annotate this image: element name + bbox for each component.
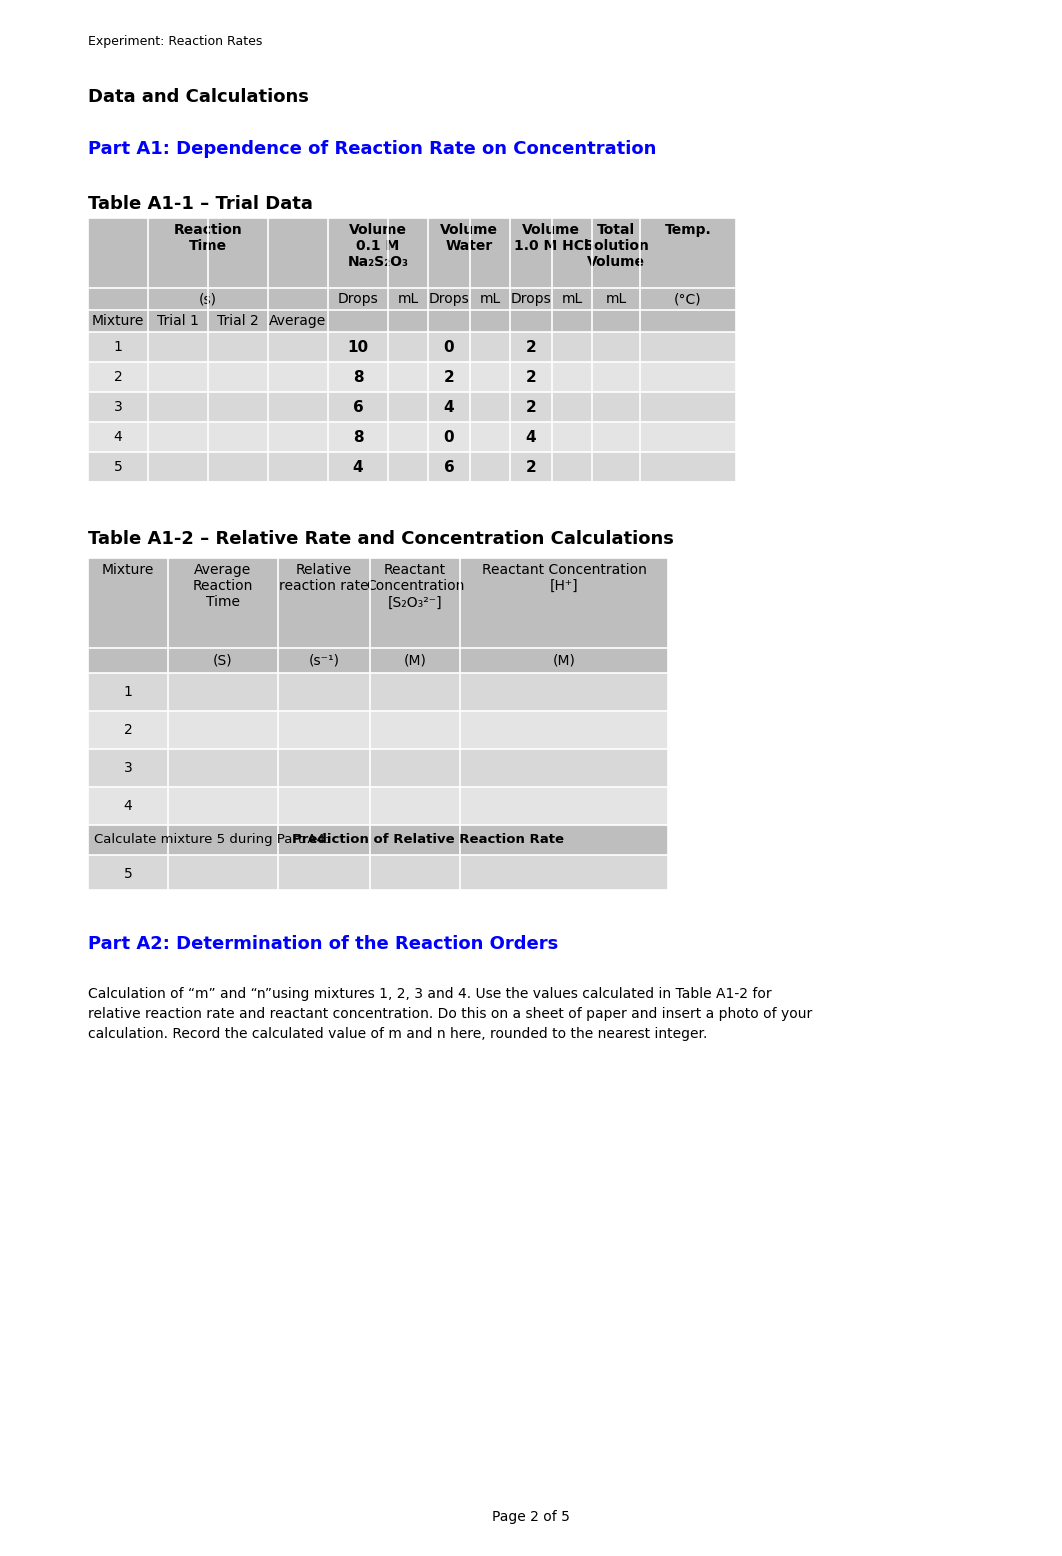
Text: Reactant
Concentration
[S₂O₃²⁻]: Reactant Concentration [S₂O₃²⁻] xyxy=(365,563,464,610)
Text: Part A1: Dependence of Reaction Rate on Concentration: Part A1: Dependence of Reaction Rate on … xyxy=(88,140,656,159)
Text: Drops: Drops xyxy=(429,293,469,307)
Text: Calculate mixture 5 during Part A4:: Calculate mixture 5 during Part A4: xyxy=(95,832,333,846)
Text: Trial 1: Trial 1 xyxy=(157,314,199,328)
Text: mL: mL xyxy=(562,293,583,307)
Text: 3: 3 xyxy=(123,761,133,775)
FancyBboxPatch shape xyxy=(88,218,736,482)
Text: 5: 5 xyxy=(114,461,122,475)
Text: 2: 2 xyxy=(123,724,133,738)
FancyBboxPatch shape xyxy=(88,748,668,787)
Text: 4: 4 xyxy=(353,461,363,475)
Text: (°C): (°C) xyxy=(674,293,702,307)
Text: (M): (M) xyxy=(552,654,576,668)
FancyBboxPatch shape xyxy=(88,854,668,890)
Text: 1: 1 xyxy=(114,341,122,355)
Text: 8: 8 xyxy=(353,370,363,384)
Text: 4: 4 xyxy=(123,798,133,812)
Text: mL: mL xyxy=(397,293,418,307)
FancyBboxPatch shape xyxy=(88,674,668,711)
Text: Drops: Drops xyxy=(511,293,551,307)
FancyBboxPatch shape xyxy=(88,711,668,748)
Text: Calculate mixture 5 during Part A4:: Calculate mixture 5 during Part A4: xyxy=(95,832,333,846)
Text: 0: 0 xyxy=(444,341,455,355)
Text: 6: 6 xyxy=(444,461,455,475)
Text: (M): (M) xyxy=(404,654,427,668)
FancyBboxPatch shape xyxy=(88,392,736,422)
Text: Part A2: Determination of the Reaction Orders: Part A2: Determination of the Reaction O… xyxy=(88,935,559,952)
Text: 2: 2 xyxy=(114,370,122,384)
Text: Page 2 of 5: Page 2 of 5 xyxy=(492,1509,570,1523)
Text: 2: 2 xyxy=(526,400,536,415)
FancyBboxPatch shape xyxy=(88,451,736,482)
Text: 2: 2 xyxy=(526,370,536,384)
FancyBboxPatch shape xyxy=(88,331,736,363)
Text: Calculate mixture 5 during Part A4: Prediction of Relative Reaction Rate: Calculate mixture 5 during Part A4: Pred… xyxy=(95,832,572,846)
Text: 8: 8 xyxy=(353,429,363,445)
Text: 4: 4 xyxy=(526,429,536,445)
Text: Calculation of “m” and “n”using mixtures 1, 2, 3 and 4. Use the values calculate: Calculation of “m” and “n”using mixtures… xyxy=(88,987,772,1001)
FancyBboxPatch shape xyxy=(88,363,736,392)
Text: 2: 2 xyxy=(444,370,455,384)
Text: (s): (s) xyxy=(199,293,217,307)
Text: 5: 5 xyxy=(123,867,133,881)
Text: (s⁻¹): (s⁻¹) xyxy=(308,654,340,668)
Text: Temp.: Temp. xyxy=(665,223,712,237)
Text: Average: Average xyxy=(270,314,327,328)
FancyBboxPatch shape xyxy=(88,559,668,674)
Text: Prediction of Relative Reaction Rate: Prediction of Relative Reaction Rate xyxy=(292,832,564,846)
Text: Mixture: Mixture xyxy=(91,314,144,328)
Text: 0: 0 xyxy=(444,429,455,445)
FancyBboxPatch shape xyxy=(88,218,736,331)
Text: (S): (S) xyxy=(213,654,233,668)
FancyBboxPatch shape xyxy=(88,825,668,854)
Text: 4: 4 xyxy=(444,400,455,415)
FancyBboxPatch shape xyxy=(88,422,736,451)
Text: mL: mL xyxy=(605,293,627,307)
Text: 6: 6 xyxy=(353,400,363,415)
Text: Reaction
Time: Reaction Time xyxy=(173,223,242,254)
Text: Table A1-1 – Trial Data: Table A1-1 – Trial Data xyxy=(88,194,313,213)
Text: calculation. Record the calculated value of m and n here, rounded to the nearest: calculation. Record the calculated value… xyxy=(88,1027,707,1041)
Text: 10: 10 xyxy=(347,341,369,355)
Text: Reactant Concentration
[H⁺]: Reactant Concentration [H⁺] xyxy=(481,563,647,593)
Text: Mixture: Mixture xyxy=(102,563,154,577)
Text: Average
Reaction
Time: Average Reaction Time xyxy=(193,563,253,610)
Text: 1: 1 xyxy=(123,685,133,699)
Text: mL: mL xyxy=(479,293,500,307)
Text: Volume
0.1 M
Na₂S₂O₃: Volume 0.1 M Na₂S₂O₃ xyxy=(347,223,409,269)
FancyBboxPatch shape xyxy=(88,559,668,890)
Text: 3: 3 xyxy=(114,400,122,414)
Text: Table A1-2 – Relative Rate and Concentration Calculations: Table A1-2 – Relative Rate and Concentra… xyxy=(88,531,674,548)
Text: 2: 2 xyxy=(526,461,536,475)
Text: relative reaction rate and reactant concentration. Do this on a sheet of paper a: relative reaction rate and reactant conc… xyxy=(88,1007,812,1021)
Text: Experiment: Reaction Rates: Experiment: Reaction Rates xyxy=(88,34,262,48)
Text: Volume
Water: Volume Water xyxy=(440,223,498,254)
Text: Relative
reaction rate: Relative reaction rate xyxy=(279,563,369,593)
FancyBboxPatch shape xyxy=(88,825,668,854)
FancyBboxPatch shape xyxy=(88,787,668,825)
Text: 2: 2 xyxy=(526,341,536,355)
Text: Trial 2: Trial 2 xyxy=(217,314,259,328)
Text: Total
Solution
Volume: Total Solution Volume xyxy=(583,223,649,269)
Text: 4: 4 xyxy=(114,429,122,443)
Text: Data and Calculations: Data and Calculations xyxy=(88,89,309,106)
Text: Volume
1.0 M HCl: Volume 1.0 M HCl xyxy=(514,223,588,254)
Text: Drops: Drops xyxy=(338,293,378,307)
